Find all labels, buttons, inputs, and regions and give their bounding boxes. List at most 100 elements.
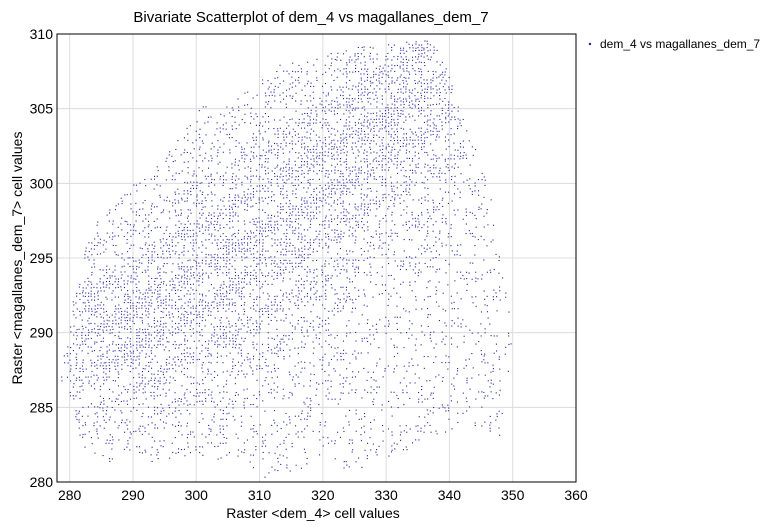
scatter-point bbox=[210, 191, 212, 193]
scatter-point bbox=[271, 170, 273, 172]
scatter-point bbox=[292, 190, 294, 192]
scatter-point bbox=[394, 104, 396, 106]
scatter-point bbox=[204, 122, 206, 124]
scatter-point bbox=[409, 169, 411, 171]
scatter-point bbox=[271, 152, 273, 154]
scatter-point bbox=[225, 335, 227, 337]
scatter-point bbox=[376, 53, 378, 55]
scatter-point bbox=[319, 164, 321, 166]
scatter-point bbox=[444, 160, 446, 162]
scatter-point bbox=[262, 242, 264, 244]
scatter-point bbox=[366, 221, 368, 223]
scatter-point bbox=[313, 329, 315, 331]
scatter-point bbox=[370, 128, 372, 130]
scatter-point bbox=[331, 158, 333, 160]
scatter-point bbox=[70, 368, 72, 370]
scatter-point bbox=[469, 188, 471, 190]
scatter-point bbox=[333, 200, 335, 202]
scatter-point bbox=[376, 272, 378, 274]
scatter-point bbox=[261, 250, 263, 252]
scatter-point bbox=[177, 311, 179, 313]
scatter-point bbox=[375, 91, 377, 93]
scatter-point bbox=[135, 230, 137, 232]
scatter-point bbox=[190, 287, 192, 289]
scatter-point bbox=[288, 172, 290, 174]
scatter-point bbox=[301, 341, 303, 343]
scatter-point bbox=[247, 193, 249, 195]
scatter-point bbox=[312, 211, 314, 213]
scatter-point bbox=[106, 329, 108, 331]
scatter-point bbox=[90, 295, 92, 297]
scatter-point bbox=[240, 272, 242, 274]
scatter-point bbox=[237, 352, 239, 354]
scatter-point bbox=[288, 293, 290, 295]
scatter-point bbox=[340, 152, 342, 154]
scatter-point bbox=[462, 155, 464, 157]
scatter-point bbox=[390, 134, 392, 136]
scatter-point bbox=[304, 235, 306, 237]
scatter-point bbox=[199, 316, 201, 318]
scatter-point bbox=[99, 278, 101, 280]
scatter-point bbox=[232, 203, 234, 205]
scatter-point bbox=[244, 265, 246, 267]
scatter-point bbox=[276, 344, 278, 346]
scatter-point bbox=[205, 260, 207, 262]
scatter-point bbox=[307, 229, 309, 231]
scatter-point bbox=[190, 311, 192, 313]
scatter-point bbox=[258, 146, 260, 148]
scatter-point bbox=[192, 266, 194, 268]
scatter-point bbox=[192, 362, 194, 364]
scatter-point bbox=[453, 158, 455, 160]
scatter-point bbox=[331, 184, 333, 186]
scatter-point bbox=[385, 113, 387, 115]
scatter-point bbox=[261, 343, 263, 345]
scatter-point bbox=[94, 299, 96, 301]
scatter-point bbox=[189, 301, 191, 303]
scatter-point bbox=[144, 305, 146, 307]
scatter-point bbox=[118, 335, 120, 337]
scatter-point bbox=[195, 239, 197, 241]
scatter-point bbox=[316, 236, 318, 238]
scatter-point bbox=[265, 223, 267, 225]
scatter-point bbox=[301, 146, 303, 148]
scatter-point bbox=[267, 293, 269, 295]
scatter-point bbox=[115, 209, 117, 211]
scatter-point bbox=[387, 161, 389, 163]
scatter-point bbox=[130, 307, 132, 309]
scatter-point bbox=[459, 143, 461, 145]
scatter-point bbox=[417, 136, 419, 138]
scatter-point bbox=[138, 266, 140, 268]
scatter-point bbox=[112, 271, 114, 273]
scatter-point bbox=[187, 356, 189, 358]
scatter-point bbox=[186, 182, 188, 184]
scatter-point bbox=[232, 337, 234, 339]
scatter-point bbox=[378, 77, 380, 79]
scatter-point bbox=[312, 104, 314, 106]
scatter-point bbox=[250, 253, 252, 255]
scatter-point bbox=[360, 62, 362, 64]
scatter-point bbox=[427, 188, 429, 190]
scatter-point bbox=[220, 317, 222, 319]
scatter-point bbox=[310, 322, 312, 324]
scatter-point bbox=[238, 169, 240, 171]
scatter-point bbox=[364, 80, 366, 82]
scatter-point bbox=[129, 247, 131, 249]
scatter-point bbox=[85, 334, 87, 336]
scatter-point bbox=[168, 211, 170, 213]
scatter-point bbox=[355, 214, 357, 216]
scatter-point bbox=[181, 353, 183, 355]
scatter-point bbox=[369, 46, 371, 48]
scatter-point bbox=[289, 260, 291, 262]
scatter-point bbox=[94, 305, 96, 307]
scatter-point bbox=[367, 170, 369, 172]
scatter-point bbox=[187, 193, 189, 195]
scatter-point bbox=[151, 254, 153, 256]
scatter-point bbox=[448, 104, 450, 106]
scatter-point bbox=[295, 280, 297, 282]
scatter-point bbox=[409, 179, 411, 181]
scatter-point bbox=[231, 235, 233, 237]
scatter-point bbox=[282, 206, 284, 208]
scatter-point bbox=[289, 238, 291, 240]
scatter-point bbox=[378, 223, 380, 225]
scatter-point bbox=[250, 232, 252, 234]
